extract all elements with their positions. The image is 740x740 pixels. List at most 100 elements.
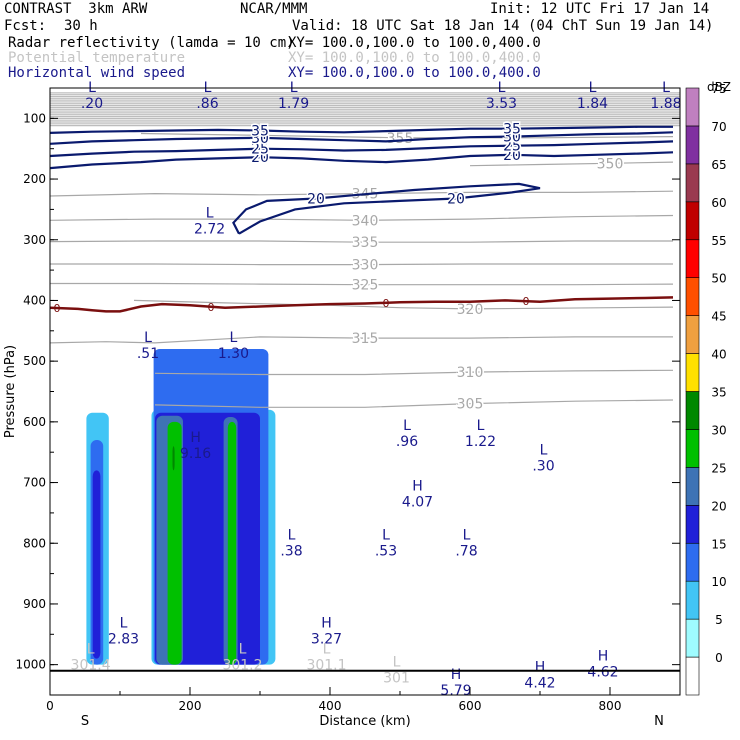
x-tick-label: 600 bbox=[459, 699, 482, 713]
theta-contour bbox=[154, 369, 674, 376]
extremum-type: L bbox=[239, 641, 247, 657]
y-tick-label: 500 bbox=[23, 354, 46, 368]
north-label: N bbox=[654, 714, 664, 729]
extremum-type: H bbox=[190, 430, 201, 446]
extremum-type: L bbox=[120, 615, 128, 631]
reflectivity-cell bbox=[92, 470, 101, 659]
organization: NCAR/MMM bbox=[240, 1, 308, 17]
extremum-type: L bbox=[229, 330, 237, 346]
y-tick-label: 700 bbox=[23, 476, 46, 490]
field-wind: Horizontal wind speed bbox=[8, 65, 186, 81]
extremum-value: 1.22 bbox=[465, 434, 496, 450]
colorbar-swatch bbox=[685, 163, 700, 203]
theta-contour bbox=[133, 299, 674, 310]
colorbar-swatch bbox=[685, 201, 700, 241]
colorbar-tick-label: 65 bbox=[711, 158, 726, 172]
wind-contour-label: 35 bbox=[251, 123, 269, 139]
extremum-type: L bbox=[393, 655, 401, 671]
plot-frame bbox=[49, 87, 681, 696]
theta-contour-label: 355 bbox=[387, 131, 414, 147]
theta-contour-label: 305 bbox=[457, 397, 484, 413]
theta-contour-label: 315 bbox=[352, 331, 379, 347]
reflectivity-cell bbox=[167, 421, 182, 665]
colorbar-tick-label: 75 bbox=[711, 82, 726, 96]
extremum-value: 3.53 bbox=[486, 96, 517, 112]
theta-contour bbox=[50, 240, 673, 243]
extremum-value: 1.79 bbox=[278, 96, 309, 112]
extremum-type: H bbox=[412, 479, 423, 495]
extremum-value: .30 bbox=[532, 458, 554, 474]
freezing-level-layer: 0 0 0 0 bbox=[50, 295, 674, 315]
extremum-value: 301.1 bbox=[306, 657, 346, 673]
theta-contour-label: 350 bbox=[597, 156, 624, 172]
y-tick-label: 400 bbox=[23, 293, 46, 307]
extremum-value: .96 bbox=[396, 434, 418, 450]
freezing-level-label: 0 bbox=[383, 297, 390, 310]
colorbar-swatch bbox=[685, 391, 700, 430]
colorbar-tick-label: 40 bbox=[711, 348, 726, 362]
colorbar-swatch bbox=[685, 315, 700, 354]
freezing-level-label: 0 bbox=[523, 295, 530, 308]
extremum-type: H bbox=[451, 667, 462, 683]
field-theta-xy: XY= 100.0,100.0 to 100.0,400.0 bbox=[288, 50, 541, 66]
freezing-level-label: 0 bbox=[208, 301, 215, 314]
extremum-type: H bbox=[535, 660, 546, 676]
extremum-type: L bbox=[403, 418, 411, 434]
y-tick-label: 900 bbox=[23, 597, 46, 611]
extremum-type: L bbox=[323, 641, 331, 657]
theta-contour-label: 335 bbox=[352, 235, 379, 251]
theta-contour-label: 340 bbox=[352, 213, 379, 229]
wind-contour-label: 20 bbox=[307, 191, 325, 207]
colorbar-swatch bbox=[685, 353, 700, 392]
wind-contour-label: 35 bbox=[503, 122, 521, 138]
colorbar-tick-label: 20 bbox=[711, 499, 726, 513]
theta-contour-label: 325 bbox=[352, 278, 379, 294]
wind-contour bbox=[232, 182, 541, 235]
extremum-type: L bbox=[87, 641, 95, 657]
wind-contour-label: 20 bbox=[447, 191, 465, 207]
field-reflectivity: Radar reflectivity (lamda = 10 cm) bbox=[8, 35, 295, 51]
extremum-value: 1.84 bbox=[577, 96, 608, 112]
wind-contour-label: 20 bbox=[251, 150, 269, 166]
y-tick-label: 200 bbox=[23, 172, 46, 186]
colorbar-tick-label: 10 bbox=[711, 575, 726, 589]
theta-contour-label: 330 bbox=[352, 258, 379, 274]
colorbar-tick-label: 45 bbox=[711, 310, 726, 324]
extremum-value: 3.27 bbox=[311, 631, 342, 647]
y-tick-label: 300 bbox=[23, 233, 46, 247]
theta-contour bbox=[50, 282, 674, 286]
colorbar-swatch bbox=[685, 505, 700, 544]
valid-time: Valid: 18 UTC Sat 18 Jan 14 (04 ChT Sun … bbox=[292, 18, 714, 34]
south-label: S bbox=[81, 714, 89, 729]
colorbar-tick-label: 60 bbox=[711, 196, 726, 210]
y-tick-label: 100 bbox=[23, 111, 46, 125]
wind-contour-label: 30 bbox=[503, 130, 521, 146]
colorbar-unit: dBZ bbox=[707, 80, 731, 94]
extremum-type: L bbox=[382, 527, 390, 543]
x-tick-label: 400 bbox=[319, 699, 342, 713]
theta-contour bbox=[469, 161, 674, 167]
extremum-value: 9.16 bbox=[180, 446, 211, 462]
wind-contour-label: 20 bbox=[503, 148, 521, 164]
extremum-value: .78 bbox=[455, 543, 477, 559]
x-axis-label: Distance (km) bbox=[319, 714, 410, 729]
extremum-value: 5.79 bbox=[440, 683, 471, 699]
theta-contour bbox=[50, 214, 674, 221]
freezing-level-line bbox=[50, 296, 674, 313]
extremum-value: 2.72 bbox=[194, 222, 225, 238]
wind-contour bbox=[50, 151, 674, 170]
extremum-value: 301 bbox=[383, 671, 410, 687]
theta-contour-label: 310 bbox=[457, 365, 484, 381]
extremum-type: L bbox=[477, 418, 485, 434]
colorbar-tick-label: 35 bbox=[711, 386, 726, 400]
extremum-type: H bbox=[321, 615, 332, 631]
wind-contour bbox=[50, 125, 673, 134]
colorbar-swatch bbox=[685, 656, 700, 696]
y-axis-label: Pressure (hPa) bbox=[3, 345, 18, 438]
x-tick-label: 0 bbox=[46, 699, 54, 713]
extremum-value: 1.88 bbox=[650, 96, 681, 112]
reflectivity-cell bbox=[227, 421, 237, 665]
y-tick-label: 1000 bbox=[15, 658, 46, 672]
